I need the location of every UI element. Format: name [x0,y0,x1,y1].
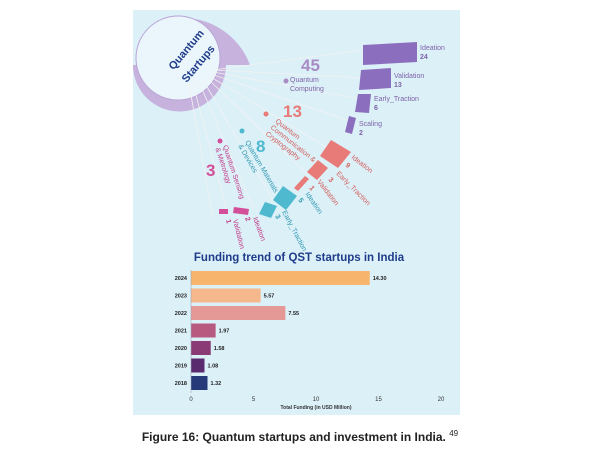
stage-label-validation: Validation [315,179,339,207]
stage-label-early-traction: Early_Traction [374,96,419,103]
category-dot [239,128,245,134]
stage-bars-quantum-materials: Ideation 5 Early_Traction 3 [259,186,323,253]
infographic-svg: Quantum Startups 45 Quantum Computing Id… [133,15,445,411]
category-dot [217,138,223,144]
stage-label-early-traction: Early_Traction [280,210,307,253]
funding-chart: Funding trend of QST startups in India 2… [175,252,445,411]
stage-label-ideation: Ideation [420,45,445,52]
x-axis-label: Total Funding (in USD Million) [280,405,351,411]
value-label-2018: 1.32 [211,381,222,387]
category-count: 45 [301,56,320,75]
stage-value-validation: 13 [394,82,402,89]
value-label-2024: 14.30 [373,276,387,282]
x-tick-label-5: 5 [252,397,256,403]
stage-label-validation: Validation [394,73,424,80]
stage-bar-early-traction [355,94,371,113]
stage-bar-early-traction [259,202,277,218]
stage-value-ideation: 2 [243,216,251,222]
stage-label-ideation: Ideation [303,191,323,216]
category-quantum-computing: 45 Quantum Computing [283,56,324,93]
stage-bar-ideation [320,140,351,168]
stage-bar-scaling [345,116,356,134]
category-label-2021: 2021 [175,329,187,335]
bars-layer: 2024 14.30 2023 5.57 2022 7.55 2021 1.97 2020 1.5… [175,271,387,390]
category-name-line1: Quantum [290,77,319,84]
category-dot [263,111,269,117]
stage-label-early-traction: Early_Traction [335,170,372,207]
bar-2019 [191,358,205,373]
stage-bar-validation [219,209,228,214]
caption-reference: 49 [449,429,459,438]
caption-text: Figure 16: Quantum startups and investme… [141,430,446,444]
figure-caption: Figure 16: Quantum startups and investme… [0,429,600,444]
category-label-2024: 2024 [175,276,188,282]
stage-bars-quantum-sensing: Ideation 2 Validation 1 [219,207,266,250]
category-count: 8 [256,137,265,156]
stage-label-ideation: Ideation [251,216,266,242]
value-label-2023: 5.57 [264,294,275,300]
stage-value-early-traction: 3 [327,176,335,184]
stage-bar-ideation [363,42,417,65]
category-label-2018: 2018 [175,381,187,387]
bar-2021 [191,323,216,338]
stage-value-validation: 1 [307,185,315,192]
stage-label-validation: Validation [231,219,245,250]
value-label-2022: 7.55 [288,311,299,317]
x-tick-label-20: 20 [438,397,445,403]
stage-value-ideation: 9 [344,162,351,170]
hub-circle [135,15,221,101]
value-label-2019: 1.08 [208,364,219,370]
stage-bars-quantum-computing: Ideation 24 Validation 13 Early_Traction… [345,42,445,137]
connector-lines [188,49,369,219]
x-tick-label-15: 15 [375,397,382,403]
category-count: 13 [283,102,302,121]
stage-label-ideation: Ideation [350,154,374,175]
stage-bar-validation [294,176,309,191]
startups-hub: Quantum Startups [133,15,250,112]
category-label-2023: 2023 [175,294,187,300]
category-count: 3 [206,161,215,180]
stage-value-ideation: 5 [296,197,304,204]
bar-2023 [191,288,261,303]
stage-bar-ideation [273,186,297,210]
stage-bar-validation [359,68,391,90]
category-label-2020: 2020 [175,346,187,352]
stage-label-scaling: Scaling [359,121,382,128]
bar-2020 [191,341,211,355]
category-name-line2: Computing [290,86,324,93]
bar-2018 [191,376,208,390]
category-label-2022: 2022 [175,311,187,317]
chart-title: Funding trend of QST startups in India [194,252,405,264]
stage-value-early-traction: 3 [273,214,281,221]
x-tick-label-0: 0 [189,397,193,403]
stage-value-validation: 1 [224,219,232,225]
x-tick-label-10: 10 [313,397,320,403]
category-dot [283,78,289,84]
stage-value-early-traction: 6 [374,105,378,112]
x-ticks-layer: 0 5 10 15 20 [189,397,445,403]
category-label-2019: 2019 [175,364,187,370]
value-label-2021: 1.97 [219,329,230,335]
value-label-2020: 1.58 [214,346,225,352]
stage-value-scaling: 2 [359,130,363,137]
infographic-figure: Quantum Startups 45 Quantum Computing Id… [133,10,460,415]
bar-2022 [191,306,286,320]
bar-2024 [191,271,370,285]
stage-bar-early-traction [307,160,328,180]
stage-bar-ideation [233,207,249,215]
stage-value-ideation: 24 [420,54,428,61]
